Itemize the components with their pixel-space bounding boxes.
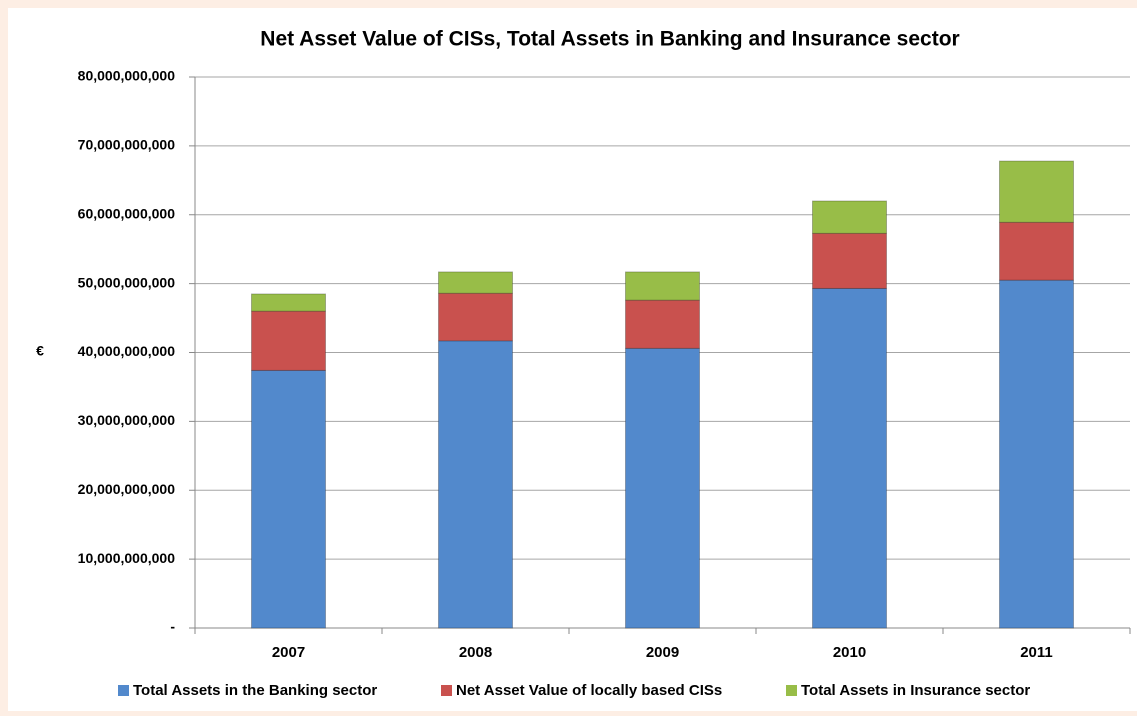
chart-panel	[8, 8, 1137, 711]
y-tick-label: 30,000,000,000	[78, 412, 176, 428]
legend-swatch	[441, 685, 452, 696]
bar-segment	[251, 293, 326, 312]
y-tick-label: 20,000,000,000	[78, 481, 176, 497]
x-tick-label: 2009	[646, 644, 679, 661]
bar-segment	[812, 287, 887, 629]
bar-segment	[999, 221, 1074, 281]
x-tick-label: 2007	[272, 644, 305, 661]
legend-label: Total Assets in the Banking sector	[133, 682, 377, 699]
bar-segment	[625, 347, 700, 629]
y-tick-label: 50,000,000,000	[78, 274, 176, 290]
x-tick-label: 2011	[1020, 644, 1053, 661]
bar-segment	[438, 340, 513, 629]
y-tick-label: 70,000,000,000	[78, 137, 176, 153]
y-tick-label: 40,000,000,000	[78, 343, 176, 359]
x-tick-label: 2008	[459, 644, 492, 661]
bar-segment	[625, 299, 700, 349]
bar-segment	[251, 369, 326, 629]
y-tick-label: 10,000,000,000	[78, 550, 176, 566]
y-tick-label: -	[170, 619, 175, 635]
legend-label: Total Assets in Insurance sector	[801, 682, 1030, 699]
bar-segment	[251, 310, 326, 371]
y-tick-label: 80,000,000,000	[78, 68, 176, 84]
y-tick-label: 60,000,000,000	[78, 205, 176, 221]
legend-label: Net Asset Value of locally based CISs	[456, 682, 722, 699]
bar-segment	[999, 279, 1074, 629]
x-tick-label: 2010	[833, 644, 866, 661]
legend-swatch	[118, 685, 129, 696]
bar-segment	[438, 271, 513, 294]
chart-title: Net Asset Value of CISs, Total Assets in…	[260, 28, 959, 51]
bar-segment	[438, 292, 513, 342]
bar-segment	[625, 271, 700, 301]
y-axis-label: €	[36, 343, 44, 359]
legend-swatch	[786, 685, 797, 696]
bar-segment	[999, 160, 1074, 223]
bar-segment	[812, 200, 887, 234]
bar-segment	[812, 232, 887, 289]
